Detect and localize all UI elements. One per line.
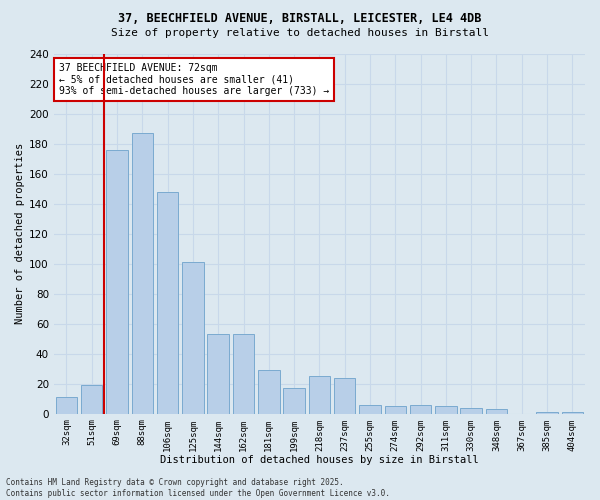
Text: Contains HM Land Registry data © Crown copyright and database right 2025.
Contai: Contains HM Land Registry data © Crown c… — [6, 478, 390, 498]
Bar — [81, 385, 103, 414]
Bar — [157, 192, 178, 414]
Bar — [233, 334, 254, 413]
Bar — [56, 397, 77, 413]
Bar — [435, 406, 457, 413]
X-axis label: Distribution of detached houses by size in Birstall: Distribution of detached houses by size … — [160, 455, 479, 465]
Bar — [460, 408, 482, 414]
Text: Size of property relative to detached houses in Birstall: Size of property relative to detached ho… — [111, 28, 489, 38]
Bar — [410, 404, 431, 413]
Bar — [106, 150, 128, 413]
Bar — [131, 134, 153, 413]
Bar — [283, 388, 305, 413]
Bar — [208, 334, 229, 413]
Bar — [385, 406, 406, 413]
Bar — [359, 404, 381, 413]
Text: 37 BEECHFIELD AVENUE: 72sqm
← 5% of detached houses are smaller (41)
93% of semi: 37 BEECHFIELD AVENUE: 72sqm ← 5% of deta… — [59, 63, 329, 96]
Text: 37, BEECHFIELD AVENUE, BIRSTALL, LEICESTER, LE4 4DB: 37, BEECHFIELD AVENUE, BIRSTALL, LEICEST… — [118, 12, 482, 26]
Bar — [334, 378, 355, 414]
Bar — [562, 412, 583, 414]
Bar — [486, 409, 507, 414]
Bar — [258, 370, 280, 414]
Bar — [308, 376, 330, 414]
Y-axis label: Number of detached properties: Number of detached properties — [15, 143, 25, 324]
Bar — [536, 412, 558, 414]
Bar — [182, 262, 203, 414]
